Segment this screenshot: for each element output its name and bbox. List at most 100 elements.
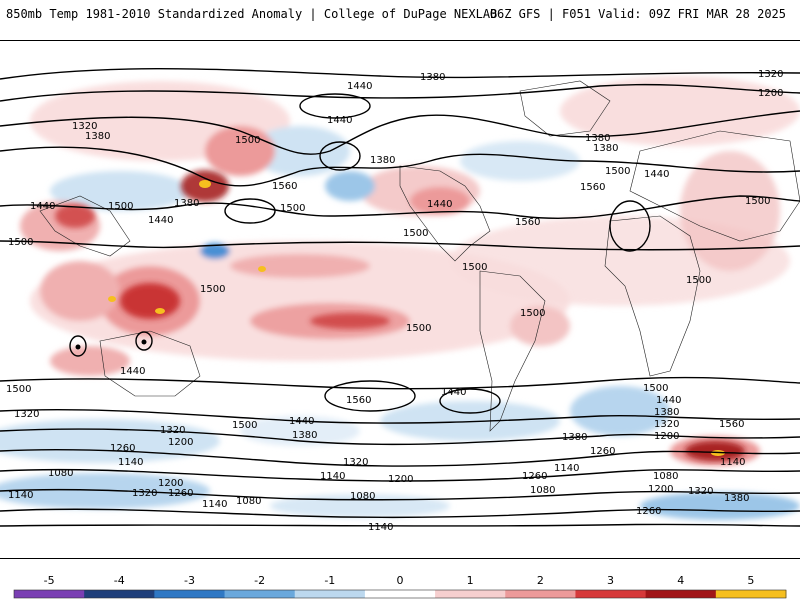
contour-label: 1320 bbox=[688, 486, 713, 497]
colorbar-tick-label: -4 bbox=[113, 574, 125, 587]
contour-label: 1260 bbox=[110, 443, 135, 454]
header-bar: 850mb Temp 1981-2010 Standardized Anomal… bbox=[0, 0, 800, 40]
contour-labels: 1380 1320 1200 1440 1320 1380 1500 1440 … bbox=[6, 69, 783, 533]
contour-label: 1500 bbox=[605, 166, 630, 177]
contour-label: 1500 bbox=[403, 228, 428, 239]
contour-label: 1500 bbox=[686, 275, 711, 286]
contour-label: 1560 bbox=[719, 419, 744, 430]
contour-label: 1380 bbox=[174, 198, 199, 209]
contour-label: 1500 bbox=[200, 284, 225, 295]
contour-label: 1380 bbox=[654, 407, 679, 418]
colorbar-segment bbox=[575, 590, 647, 598]
contour-label: 1140 bbox=[368, 522, 393, 533]
contour-label: 1200 bbox=[168, 437, 193, 448]
contour-label: 1260 bbox=[168, 488, 193, 499]
colorbar-tick-label: 2 bbox=[536, 574, 544, 587]
contour-label: 1320 bbox=[758, 69, 783, 80]
contour-label: 1080 bbox=[350, 491, 375, 502]
contour-label: 1140 bbox=[118, 457, 143, 468]
contour-label: 1560 bbox=[580, 182, 605, 193]
contour-label: 1080 bbox=[653, 471, 678, 482]
model-run-label: 06Z GFS | F051 Valid: 09Z FRI MAR 28 202… bbox=[489, 7, 786, 21]
contour-label: 1440 bbox=[656, 395, 681, 406]
contour-label: 1500 bbox=[745, 196, 770, 207]
contour-label: 1500 bbox=[8, 237, 33, 248]
colorbar bbox=[0, 565, 800, 600]
height-contours bbox=[0, 68, 800, 527]
contour-label: 1500 bbox=[6, 384, 31, 395]
contour-label: 1380 bbox=[593, 143, 618, 154]
contour-label: 1380 bbox=[292, 430, 317, 441]
colorbar-tick-label: 0 bbox=[396, 574, 404, 587]
contour-label: 1200 bbox=[388, 474, 413, 485]
contour-label: 1380 bbox=[562, 432, 587, 443]
map-title: 850mb Temp 1981-2010 Standardized Anomal… bbox=[6, 7, 498, 21]
contour-label: 1440 bbox=[30, 201, 55, 212]
contour-label: 1080 bbox=[530, 485, 555, 496]
contour-label: 1440 bbox=[427, 199, 452, 210]
contour-label: 1080 bbox=[48, 468, 73, 479]
contour-label: 1200 bbox=[648, 484, 673, 495]
colorbar-tick-label: -1 bbox=[324, 574, 336, 587]
contour-label: 1320 bbox=[343, 457, 368, 468]
colorbar-segment bbox=[645, 590, 717, 598]
contour-label: 1320 bbox=[132, 488, 157, 499]
contour-label: 1560 bbox=[272, 181, 297, 192]
contour-label: 1440 bbox=[644, 169, 669, 180]
colorbar-segment bbox=[224, 590, 296, 598]
contour-label: 1320 bbox=[160, 425, 185, 436]
colorbar-strip bbox=[13, 589, 787, 599]
contour-label: 1560 bbox=[515, 217, 540, 228]
colorbar-tick-label: -2 bbox=[254, 574, 266, 587]
contour-label: 1440 bbox=[441, 387, 466, 398]
colorbar-segment bbox=[505, 590, 576, 598]
anomaly-map: 1380 1320 1200 1440 1320 1380 1500 1440 … bbox=[0, 68, 800, 533]
colorbar-outline bbox=[13, 589, 787, 599]
coastlines bbox=[39, 80, 800, 432]
contour-label: 1260 bbox=[522, 471, 547, 482]
contour-label: 1500 bbox=[232, 420, 257, 431]
colorbar-segment bbox=[84, 590, 155, 598]
contour-label: 1140 bbox=[554, 463, 579, 474]
contour-label: 1140 bbox=[202, 499, 227, 510]
anomaly-shading bbox=[0, 76, 800, 520]
colorbar-segment bbox=[294, 590, 366, 598]
contour-centers bbox=[75, 339, 147, 350]
contour-label: 1440 bbox=[120, 366, 145, 377]
contour-label: 1500 bbox=[520, 308, 545, 319]
colorbar-tick-label: -5 bbox=[43, 574, 55, 587]
contour-label: 1440 bbox=[289, 416, 314, 427]
contour-label: 1560 bbox=[346, 395, 371, 406]
contour-label: 1440 bbox=[347, 81, 372, 92]
contour-label: 1440 bbox=[327, 115, 352, 126]
map-panel: 1380 1320 1200 1440 1320 1380 1500 1440 … bbox=[0, 40, 800, 559]
contour-label: 1440 bbox=[148, 215, 173, 226]
colorbar-segment bbox=[364, 590, 436, 598]
contour-label: 1320 bbox=[14, 409, 39, 420]
contour-label: 1140 bbox=[320, 471, 345, 482]
contour-label: 1500 bbox=[108, 201, 133, 212]
contour-label: 1500 bbox=[462, 262, 487, 273]
contour-label: 1500 bbox=[235, 135, 260, 146]
contour-label: 1380 bbox=[724, 493, 749, 504]
colorbar-tick-label: 5 bbox=[747, 574, 755, 587]
colorbar-segment bbox=[14, 590, 85, 598]
contour-label: 1500 bbox=[280, 203, 305, 214]
contour-label: 1200 bbox=[158, 478, 183, 489]
contour-label: 1380 bbox=[85, 131, 110, 142]
contour-label: 1140 bbox=[8, 490, 33, 501]
strong-anomaly-shading bbox=[55, 170, 745, 461]
contour-label: 1200 bbox=[758, 88, 783, 99]
colorbar-segment bbox=[715, 590, 787, 598]
contour-label: 1500 bbox=[643, 383, 668, 394]
contour-label: 1260 bbox=[590, 446, 615, 457]
contour-label: 1140 bbox=[720, 457, 745, 468]
colorbar-tick-label: 4 bbox=[677, 574, 685, 587]
contour-label: 1500 bbox=[406, 323, 431, 334]
contour-label: 1380 bbox=[585, 133, 610, 144]
contour-label: 1260 bbox=[636, 506, 661, 517]
colorbar-segment bbox=[435, 590, 506, 598]
contour-label: 1080 bbox=[236, 496, 261, 507]
colorbar-tick-label: 3 bbox=[607, 574, 615, 587]
contour-label: 1380 bbox=[370, 155, 395, 166]
